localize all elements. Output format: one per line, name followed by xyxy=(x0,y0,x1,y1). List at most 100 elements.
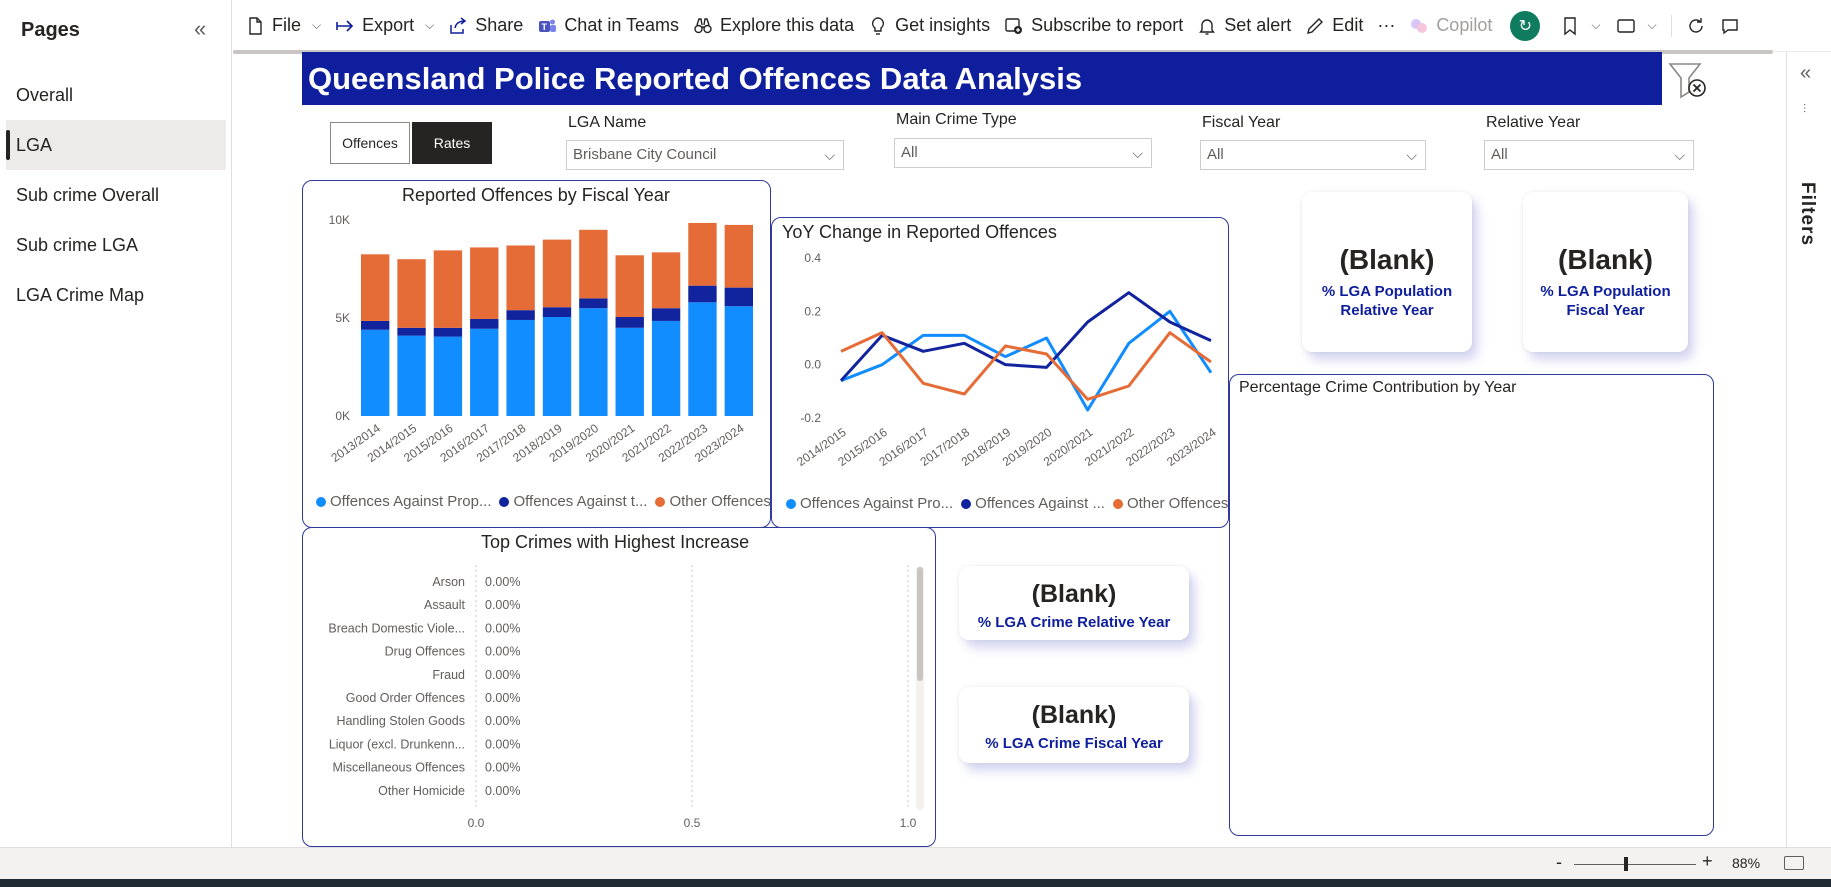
relative-year-slicer-label: Relative Year xyxy=(1486,114,1581,131)
legend-label: Offences Against ... xyxy=(975,495,1105,512)
pages-pane: Pages « Overall LGA Sub crime Overall Su… xyxy=(0,0,232,858)
svg-text:T: T xyxy=(542,22,548,32)
category-label: Liquor (excl. Drunkenn... xyxy=(329,737,465,751)
clear-filters-icon[interactable] xyxy=(1668,60,1708,102)
legend-item-person[interactable]: Offences Against t... xyxy=(499,493,647,510)
refresh-button[interactable] xyxy=(1686,16,1706,36)
chevron-down-icon: ⌵ xyxy=(1406,147,1417,163)
data-label: 0.00% xyxy=(485,784,520,798)
bar-segment xyxy=(506,319,535,416)
refresh-status-icon[interactable]: ↻ xyxy=(1510,10,1541,41)
top-crimes-scrollbar-thumb[interactable] xyxy=(917,567,923,681)
rates-toggle-button[interactable]: Rates xyxy=(412,122,492,164)
set-alert-button[interactable]: Set alert xyxy=(1197,15,1291,36)
bar-segment xyxy=(688,222,717,286)
zoom-slider-track[interactable] xyxy=(1574,864,1696,865)
export-menu-button[interactable]: Export ⌵ xyxy=(335,15,434,36)
top-crimes-visual[interactable] xyxy=(302,527,936,847)
bar-segment xyxy=(579,229,608,299)
more-label: ··· xyxy=(1377,15,1396,35)
share-button[interactable]: Share xyxy=(448,15,523,36)
explore-data-button[interactable]: Explore this data xyxy=(693,15,854,36)
yoy-change-line-chart[interactable]: 0.40.20.0-0.22014/20152015/20162016/2017… xyxy=(771,240,1229,500)
more-options-button[interactable]: ··· xyxy=(1377,15,1395,36)
copilot-button[interactable]: Copilot xyxy=(1409,15,1492,36)
reported-offences-bar-chart[interactable]: 0K5K10K2013/20142014/20152015/20162016/2… xyxy=(302,200,771,500)
binoculars-icon xyxy=(694,17,712,33)
legend-item-property[interactable]: Offences Against Prop... xyxy=(316,493,491,510)
view-icon xyxy=(1617,18,1636,33)
percentage-crime-contribution-visual[interactable] xyxy=(1229,374,1714,836)
page-item-overall[interactable]: Overall xyxy=(6,70,226,120)
edit-label: Edit xyxy=(1332,15,1364,35)
category-label: Handling Stolen Goods xyxy=(336,714,465,728)
file-menu-button[interactable]: File ⌵ xyxy=(245,15,321,36)
report-title: Queensland Police Reported Offences Data… xyxy=(302,52,1662,105)
refresh-icon xyxy=(1688,17,1703,33)
lga-population-fiscal-card[interactable]: (Blank) % LGA Population Fiscal Year xyxy=(1523,192,1688,352)
copilot-label: Copilot xyxy=(1436,15,1493,35)
percentage-visual-title: Percentage Crime Contribution by Year xyxy=(1239,379,1517,396)
expand-filters-icon[interactable]: « xyxy=(1800,62,1812,84)
chat-in-teams-button[interactable]: T Chat in Teams xyxy=(537,15,679,36)
y-tick-label: 0.2 xyxy=(804,304,821,318)
offences-toggle-button[interactable]: Offences xyxy=(330,122,410,164)
page-item-lga[interactable]: LGA xyxy=(6,120,226,170)
y-tick-label: 0.0 xyxy=(804,358,821,372)
lga-population-relative-card[interactable]: (Blank) % LGA Population Relative Year xyxy=(1302,192,1472,352)
category-label: Fraud xyxy=(432,668,465,682)
page-item-lga-crime-map[interactable]: LGA Crime Map xyxy=(6,270,226,320)
bar-segment xyxy=(470,328,499,416)
data-label: 0.00% xyxy=(485,668,520,682)
relative-year-slicer-dropdown[interactable]: All ⌵ xyxy=(1484,140,1694,170)
chevron-down-icon: ⌵ xyxy=(425,18,435,32)
comment-button[interactable] xyxy=(1720,16,1740,36)
view-button[interactable]: ⌵ xyxy=(1616,16,1657,36)
collapse-pane-icon[interactable]: « xyxy=(194,16,207,41)
data-label: 0.00% xyxy=(485,645,520,659)
page-item-sub-crime-overall[interactable]: Sub crime Overall xyxy=(6,170,226,220)
data-label: 0.00% xyxy=(485,714,520,728)
pages-title: Pages xyxy=(21,19,80,41)
bar-segment xyxy=(361,329,390,416)
legend-item-person[interactable]: Offences Against ... xyxy=(961,495,1105,512)
bar-segment xyxy=(724,306,753,416)
fit-to-page-icon[interactable] xyxy=(1784,856,1804,870)
lga-crime-relative-card[interactable]: (Blank) % LGA Crime Relative Year xyxy=(959,566,1189,640)
bookmark-button[interactable]: ⌵ xyxy=(1560,16,1600,36)
lga-crime-fiscal-card[interactable]: (Blank) % LGA Crime Fiscal Year xyxy=(959,687,1189,763)
series-line xyxy=(840,331,1212,401)
y-tick-label: -0.2 xyxy=(800,411,821,425)
lga-slicer-dropdown[interactable]: Brisbane City Council ⌵ xyxy=(566,140,844,170)
bar-segment xyxy=(615,255,644,318)
x-tick-label: 0.5 xyxy=(684,816,701,830)
zoom-in-button[interactable]: + xyxy=(1702,851,1713,871)
bar-segment xyxy=(579,308,608,416)
bar-segment xyxy=(397,259,426,328)
relative-year-slicer-value: All xyxy=(1491,146,1508,163)
legend-label: Other Offences xyxy=(1126,495,1229,512)
subscribe-button[interactable]: Subscribe to report xyxy=(1004,15,1183,36)
zoom-out-button[interactable]: - xyxy=(1556,852,1562,872)
zoom-slider-thumb[interactable] xyxy=(1624,857,1628,871)
y-tick-label: 0.4 xyxy=(804,251,821,265)
data-label: 0.00% xyxy=(485,761,520,775)
comment-icon xyxy=(1721,18,1738,34)
crime-type-slicer-dropdown[interactable]: All ⌵ xyxy=(894,138,1152,168)
legend-item-property[interactable]: Offences Against Pro... xyxy=(786,495,953,512)
page-item-sub-crime-lga[interactable]: Sub crime LGA xyxy=(6,220,226,270)
top-crimes-scrollbar-track[interactable] xyxy=(916,566,924,810)
chevron-down-icon: ⌵ xyxy=(1647,18,1657,32)
bar-segment xyxy=(688,285,717,303)
fiscal-year-slicer-dropdown[interactable]: All ⌵ xyxy=(1200,140,1426,170)
filters-pane[interactable]: « ⫶ Filters xyxy=(1786,52,1831,847)
top-crimes-bar-chart[interactable]: 0.0 0.5 1.0 Arson 0.00% Assault 0.00% Breach Do… xyxy=(302,555,936,845)
taskbar-strip xyxy=(0,879,1831,887)
edit-button[interactable]: Edit xyxy=(1305,15,1363,36)
category-label: Breach Domestic Viole... xyxy=(328,621,465,635)
card-value: (Blank) xyxy=(1031,701,1117,729)
legend-item-other[interactable]: Other Offences xyxy=(1112,495,1229,512)
get-insights-button[interactable]: Get insights xyxy=(868,15,990,36)
legend-item-other[interactable]: Other Offences xyxy=(655,493,771,510)
file-label: File xyxy=(272,15,302,35)
